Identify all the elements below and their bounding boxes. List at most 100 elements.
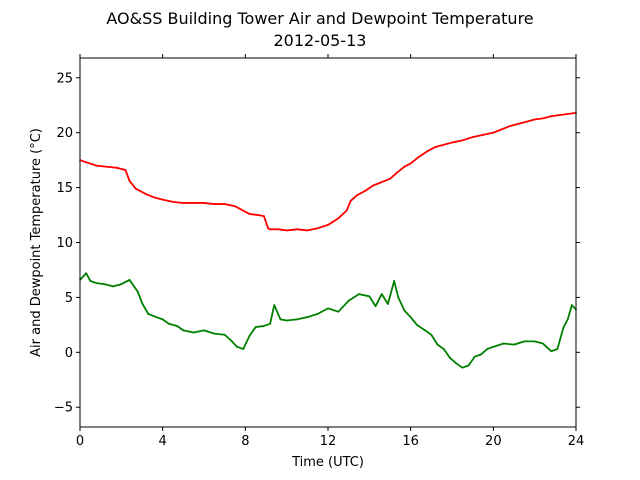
series-1-point	[85, 272, 88, 275]
y-tick-label: 25	[56, 71, 73, 86]
series-1-point	[248, 334, 251, 337]
x-axis: 0 4 8 12 16 20 24	[76, 54, 584, 449]
y-tick-label: 15	[56, 181, 73, 196]
series-1-point	[368, 295, 371, 298]
series-0-point	[182, 202, 185, 204]
series-0-point	[471, 136, 474, 138]
series-0-point	[566, 113, 569, 115]
series-1-point	[316, 312, 319, 315]
series-0-point	[434, 146, 437, 148]
series-0-point	[380, 181, 383, 184]
series-0-point	[500, 128, 503, 131]
series-0-point	[461, 139, 464, 142]
series-1-point	[112, 285, 114, 288]
series-1-point	[570, 304, 573, 306]
y-tick-label: 0	[65, 346, 73, 361]
series-1-point	[269, 322, 272, 325]
series-0-point	[403, 165, 406, 168]
series-1-point	[136, 291, 139, 293]
series-1-point	[263, 325, 265, 327]
series-1-point	[141, 302, 143, 304]
series-line-1	[79, 272, 577, 369]
series-0-point	[256, 214, 259, 216]
series-1-point	[213, 332, 216, 335]
series-line-0	[79, 112, 577, 232]
series-0-point	[124, 169, 127, 171]
series-0-point	[451, 141, 453, 144]
series-0-point	[128, 180, 131, 182]
series-0-point	[418, 155, 420, 158]
series-0-point	[213, 203, 216, 205]
x-tick-label: 12	[320, 434, 337, 449]
series-1-point	[523, 340, 526, 343]
x-axis-label: Time (UTC)	[291, 455, 364, 470]
series-0-point	[263, 215, 265, 218]
x-tick-label: 24	[568, 434, 585, 449]
y-tick-label: 10	[56, 236, 73, 251]
series-0-point	[172, 200, 174, 203]
plot-series-group	[79, 112, 577, 369]
series-0-point	[153, 196, 156, 199]
series-0-point	[306, 229, 309, 232]
series-1-point	[167, 322, 170, 325]
series-0-point	[203, 202, 205, 204]
series-0-point	[223, 203, 226, 205]
x-tick-label: 4	[159, 434, 167, 449]
series-1-point	[442, 348, 445, 350]
series-0-point	[134, 187, 137, 190]
y-tick-label: 5	[65, 291, 73, 306]
series-0-point	[327, 224, 329, 226]
series-0-point	[95, 164, 98, 167]
x-tick-label: 20	[485, 434, 502, 449]
series-1-point	[347, 299, 350, 302]
series-0-point	[277, 228, 280, 231]
series-1-point	[513, 343, 515, 346]
x-tick-label: 16	[402, 434, 419, 449]
series-0-point	[316, 227, 319, 230]
series-1-point	[403, 309, 406, 312]
series-1-point	[397, 296, 400, 299]
series-1-point	[358, 293, 360, 296]
series-0-point	[542, 117, 544, 120]
x-tick-label: 0	[76, 434, 84, 449]
series-0-point	[161, 198, 164, 201]
series-1-point	[176, 325, 179, 327]
series-0-point	[364, 189, 367, 192]
series-1-point	[296, 318, 298, 321]
series-1-point	[556, 348, 559, 350]
series-1-point	[203, 329, 205, 332]
series-1-point	[95, 282, 98, 285]
series-0-point	[192, 202, 195, 204]
series-1-point	[182, 329, 185, 332]
series-1-point	[89, 280, 92, 282]
series-1-point	[147, 312, 150, 315]
series-0-point	[409, 162, 412, 165]
series-0-point	[442, 143, 445, 146]
series-1-point	[380, 293, 383, 296]
series-0-point	[492, 131, 495, 134]
y-axis-label: Air and Dewpoint Temperature (°C)	[29, 128, 44, 357]
series-1-point	[409, 316, 412, 319]
series-1-point	[161, 318, 164, 321]
series-0-point	[533, 118, 536, 121]
series-1-point	[285, 319, 288, 322]
series-0-point	[517, 122, 520, 125]
plot-frame	[79, 57, 577, 428]
series-1-point	[155, 316, 158, 319]
series-1-point	[387, 303, 389, 305]
series-1-point	[480, 353, 482, 356]
series-1-point	[128, 278, 131, 281]
series-0-point	[248, 213, 251, 215]
series-1-point	[449, 356, 451, 359]
y-tick-label: 20	[56, 126, 73, 141]
chart-subtitle: 2012-05-13	[274, 31, 367, 50]
series-0-point	[395, 172, 398, 175]
series-0-point	[116, 166, 119, 169]
series-0-point	[296, 228, 298, 231]
y-tick-label: −5	[54, 401, 73, 416]
series-1-point	[461, 366, 464, 369]
series-1-point	[542, 342, 544, 345]
series-1-point	[467, 364, 470, 367]
series-0-point	[349, 199, 352, 202]
series-1-point	[337, 310, 340, 313]
